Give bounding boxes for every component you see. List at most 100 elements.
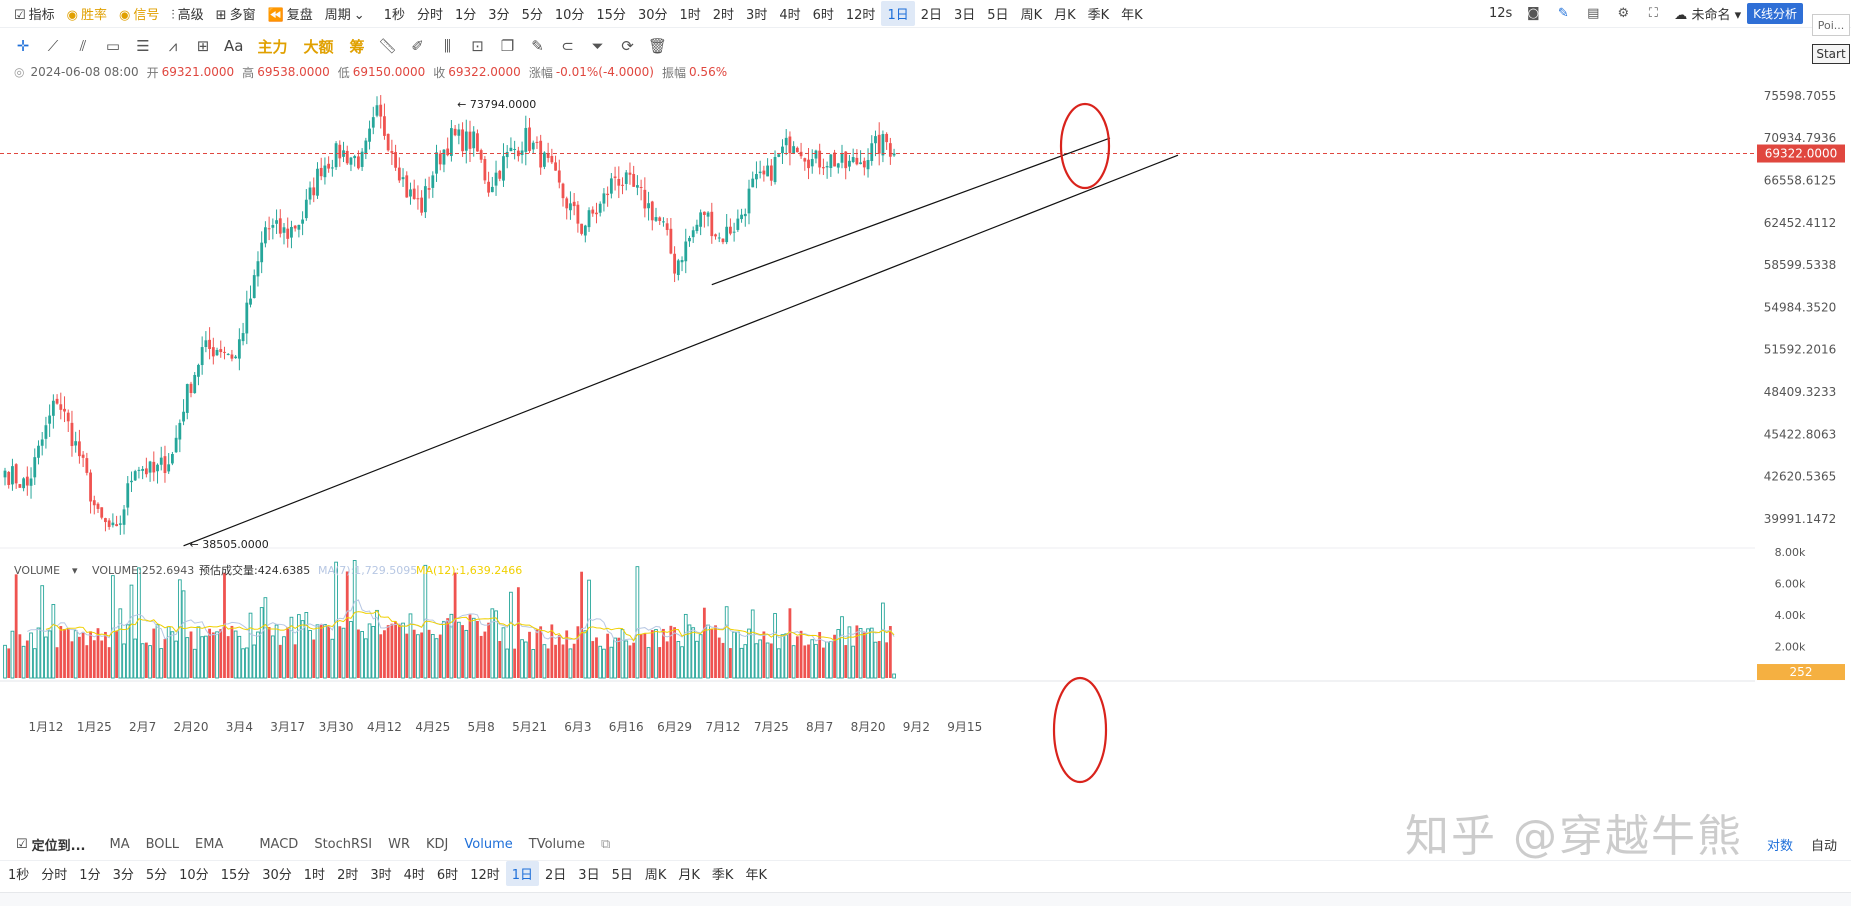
menu-item-3[interactable]: ⫶ 高级: [165, 4, 209, 23]
parallel-channel-icon[interactable]: ⫽: [79, 37, 87, 55]
bottom-interval-15[interactable]: 2日: [545, 868, 567, 883]
large-order-button[interactable]: 大额: [303, 37, 334, 56]
line-icon[interactable]: ⟋: [47, 37, 59, 55]
interval-5[interactable]: 10分: [554, 8, 585, 23]
poi-button[interactable]: Poi...: [1812, 14, 1850, 36]
menu-item-2[interactable]: ◉ 信号: [113, 4, 165, 23]
interval-20[interactable]: 季K: [1087, 8, 1110, 23]
interval-10[interactable]: 3时: [746, 8, 768, 23]
indicator-boll[interactable]: BOLL: [145, 836, 180, 852]
volume-bar: [363, 638, 368, 679]
magnet-icon[interactable]: ⊂: [561, 37, 574, 55]
indicator-ema[interactable]: EMA: [195, 836, 224, 852]
copy-icon[interactable]: ❐: [500, 37, 515, 55]
indicator-volume[interactable]: Volume: [464, 836, 513, 852]
bottom-interval-2[interactable]: 1分: [79, 868, 101, 883]
volume-bar: [78, 636, 81, 678]
bottom-interval-11[interactable]: 4时: [403, 868, 425, 883]
bottom-interval-17[interactable]: 5日: [611, 868, 633, 883]
bottom-interval-13[interactable]: 12时: [470, 868, 500, 883]
text-tool-button[interactable]: Aa: [224, 37, 244, 55]
main-force-button[interactable]: 主力: [257, 37, 288, 56]
filter-icon[interactable]: ⏷: [591, 37, 604, 55]
camera-icon[interactable]: ◙: [1526, 6, 1540, 21]
interval-7[interactable]: 30分: [637, 8, 668, 23]
interval-0[interactable]: 1秒: [383, 8, 405, 23]
interval-14[interactable]: 1日: [881, 1, 915, 26]
interval-13[interactable]: 12时: [845, 8, 876, 23]
start-button[interactable]: Start: [1812, 44, 1850, 64]
bottom-interval-16[interactable]: 3日: [578, 868, 600, 883]
brush-icon[interactable]: ✐: [411, 37, 424, 55]
interval-16[interactable]: 3日: [954, 8, 976, 23]
kline-analysis-button[interactable]: K线分析: [1747, 3, 1803, 24]
edit-icon[interactable]: ✎: [531, 37, 544, 55]
price-chart[interactable]: 69322.0000 ← 73794.0000 ← 38505.0000 75598.…: [0, 82, 1851, 830]
interval-21[interactable]: 年K: [1121, 8, 1143, 23]
interval-6[interactable]: 15分: [596, 8, 626, 23]
chips-button[interactable]: 筹: [349, 37, 365, 56]
external-link-icon[interactable]: ⧉: [601, 836, 611, 852]
indicator-stochrsi[interactable]: StochRSI: [314, 836, 373, 852]
ruler-icon[interactable]: 📏︎: [377, 37, 398, 55]
cloud-icon[interactable]: ☁ 未命名 ▾: [1674, 8, 1742, 23]
menu-item-5[interactable]: ⏪ 复盘: [262, 4, 319, 23]
trash-icon[interactable]: 🗑︎: [647, 37, 668, 55]
pattern-icon[interactable]: ⩘: [168, 37, 178, 55]
interval-15[interactable]: 2日: [920, 8, 942, 23]
locate-button[interactable]: 定位到...: [31, 838, 86, 854]
bottom-interval-0[interactable]: 1秒: [8, 868, 30, 883]
bottom-interval-9[interactable]: 2时: [337, 868, 359, 883]
interval-8[interactable]: 1时: [679, 8, 701, 23]
fullscreen-icon[interactable]: ⛶: [1648, 6, 1658, 21]
template-icon[interactable]: ▤: [1587, 6, 1600, 21]
bottom-interval-5[interactable]: 10分: [179, 868, 209, 883]
interval-18[interactable]: 周K: [1020, 8, 1043, 23]
measure-icon[interactable]: ⊞: [196, 37, 210, 55]
bottom-interval-14[interactable]: 1日: [505, 861, 540, 886]
interval-19[interactable]: 月K: [1054, 8, 1076, 23]
interval-9[interactable]: 2时: [712, 8, 735, 23]
rectangle-icon[interactable]: ▭: [105, 37, 121, 55]
refresh-interval[interactable]: 12s: [1488, 6, 1513, 21]
indicator-ma[interactable]: MA: [109, 836, 130, 852]
menu-item-1[interactable]: ◉ 胜率: [61, 4, 113, 23]
crosshair-icon[interactable]: ✛: [16, 37, 30, 55]
interval-3[interactable]: 3分: [488, 8, 510, 23]
bottom-interval-4[interactable]: 5分: [145, 868, 168, 883]
indicator-tvolume[interactable]: TVolume: [528, 836, 586, 852]
bottom-interval-7[interactable]: 30分: [262, 868, 292, 883]
pen-icon[interactable]: ✎: [1557, 6, 1569, 21]
bottom-interval-10[interactable]: 3时: [370, 868, 392, 883]
bottom-interval-8[interactable]: 1时: [303, 868, 326, 883]
indicator-wr[interactable]: WR: [388, 836, 411, 852]
menu-item-4[interactable]: ⊞ 多窗: [210, 4, 262, 23]
bottom-interval-21[interactable]: 年K: [745, 868, 767, 883]
bottom-interval-18[interactable]: 周K: [644, 868, 667, 883]
log-scale-toggle[interactable]: 对数: [1766, 838, 1793, 854]
bottom-interval-6[interactable]: 15分: [220, 868, 251, 883]
interval-11[interactable]: 4时: [779, 8, 801, 23]
menu-item-0[interactable]: ☑ 指标: [8, 4, 61, 23]
locate-icon[interactable]: ☑: [16, 836, 28, 852]
indicator-kdj[interactable]: KDJ: [426, 836, 449, 852]
interval-2[interactable]: 1分: [455, 8, 477, 23]
lock-icon[interactable]: ⊡: [471, 37, 484, 55]
interval-12[interactable]: 6时: [812, 8, 834, 23]
indicator-macd[interactable]: MACD: [259, 836, 299, 852]
auto-scale-toggle[interactable]: 自动: [1810, 838, 1837, 854]
eye-icon[interactable]: ◎: [14, 65, 25, 79]
bottom-interval-3[interactable]: 3分: [112, 868, 134, 883]
refresh-icon[interactable]: ⟳: [621, 37, 634, 55]
bottom-interval-19[interactable]: 月K: [678, 868, 700, 883]
candle-icon[interactable]: ⫼: [444, 37, 451, 55]
interval-17[interactable]: 5日: [987, 8, 1009, 23]
bottom-interval-12[interactable]: 6时: [436, 868, 459, 883]
menu-item-6[interactable]: 周期 ⌄: [319, 4, 374, 23]
interval-4[interactable]: 5分: [521, 8, 543, 23]
bottom-interval-20[interactable]: 季K: [711, 868, 734, 883]
bottom-interval-1[interactable]: 分时: [41, 868, 68, 883]
gear-icon[interactable]: ⚙: [1617, 6, 1630, 21]
interval-1[interactable]: 分时: [416, 8, 443, 23]
fib-icon[interactable]: ☰: [136, 37, 150, 55]
